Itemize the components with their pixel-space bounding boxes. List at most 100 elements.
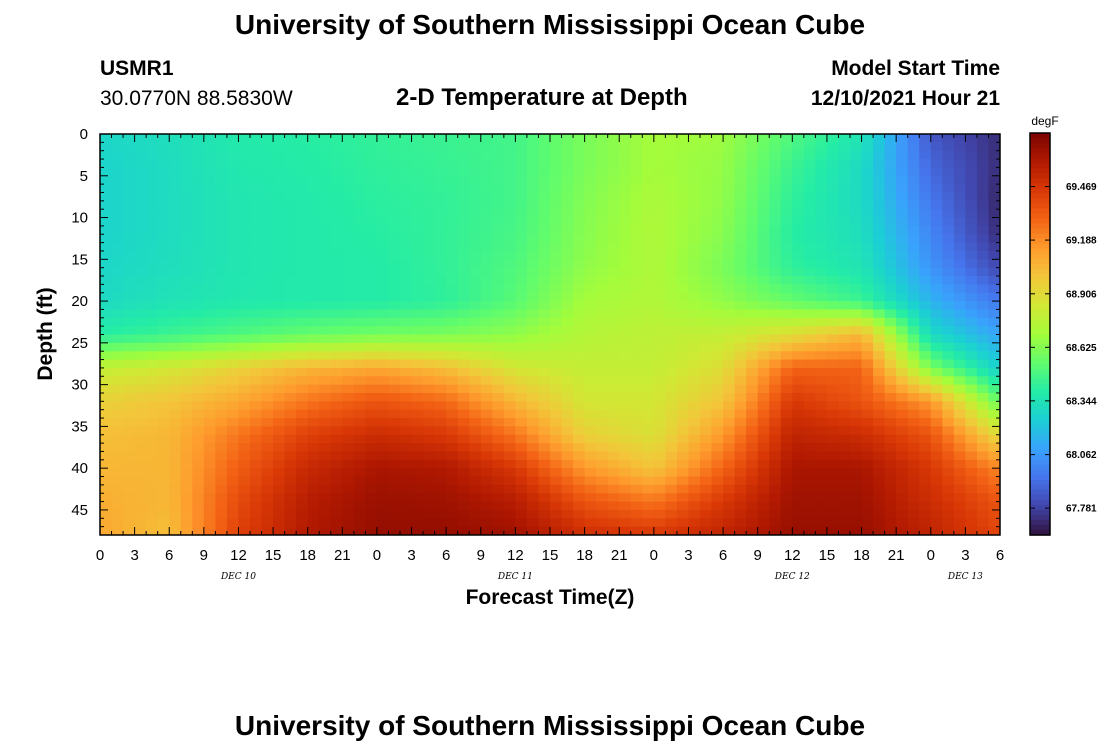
heatmap-cell (261, 175, 274, 185)
heatmap-cell (469, 468, 482, 478)
heatmap-cell (907, 367, 920, 377)
heatmap-cell (146, 443, 159, 453)
heatmap-cell (988, 501, 1000, 511)
colorbar-segment (1030, 349, 1050, 355)
heatmap-cell (400, 476, 413, 486)
heatmap-cell (850, 342, 863, 352)
heatmap-cell (192, 392, 205, 402)
heatmap-cell (873, 392, 886, 402)
heatmap-cell (896, 326, 909, 336)
heatmap-cell (434, 159, 447, 169)
heatmap-cell (607, 317, 620, 327)
heatmap-cell (226, 509, 240, 519)
heatmap-cell (388, 334, 401, 344)
heatmap-cell (492, 426, 505, 436)
heatmap-cell (146, 384, 159, 394)
heatmap-cell (480, 259, 493, 269)
heatmap-cell (123, 501, 136, 511)
heatmap-cell (757, 434, 770, 444)
heatmap-cell (573, 292, 586, 302)
heatmap-cell (284, 217, 297, 227)
heatmap-cell (550, 184, 563, 194)
heatmap-cell (665, 259, 678, 269)
heatmap-cell (930, 434, 943, 444)
heatmap-cell (873, 384, 886, 394)
heatmap-cell (642, 284, 655, 294)
heatmap-cell (353, 284, 366, 294)
colorbar-segment (1030, 404, 1050, 410)
heatmap-cell (815, 200, 828, 210)
heatmap-cell (746, 267, 759, 277)
heatmap-cell (573, 326, 586, 336)
heatmap-cell (711, 192, 724, 202)
heatmap-cell (423, 317, 436, 327)
heatmap-cell (492, 351, 505, 361)
heatmap-cell (365, 518, 378, 528)
heatmap-cell (884, 484, 897, 494)
heatmap-cell (319, 200, 332, 210)
heatmap-cell (307, 225, 320, 235)
heatmap-cell (861, 192, 874, 202)
heatmap-cell (226, 434, 240, 444)
heatmap-cell (942, 509, 955, 519)
heatmap-cell (976, 376, 990, 386)
heatmap-cell (573, 142, 586, 152)
heatmap-cell (226, 376, 240, 386)
heatmap-cell (988, 518, 1000, 528)
heatmap-cell (584, 526, 597, 535)
heatmap-cell (123, 409, 136, 419)
heatmap-cell (723, 234, 736, 244)
heatmap-cell (307, 493, 320, 503)
heatmap-cell (953, 351, 966, 361)
heatmap-cell (296, 451, 309, 461)
heatmap-cell (619, 150, 632, 160)
heatmap-cell (388, 225, 401, 235)
heatmap-cell (342, 167, 355, 177)
heatmap-cell (526, 426, 540, 436)
heatmap-cell (642, 175, 655, 185)
heatmap-cell (780, 326, 793, 336)
heatmap-cell (515, 209, 528, 219)
heatmap-cell (780, 301, 793, 311)
heatmap-cell (757, 401, 770, 411)
heatmap-cell (238, 209, 251, 219)
heatmap-cell (261, 192, 274, 202)
heatmap-cell (930, 351, 943, 361)
heatmap-cell (111, 200, 124, 210)
heatmap-cell (596, 342, 609, 352)
heatmap-cell (988, 167, 1000, 177)
heatmap-cell (965, 493, 978, 503)
heatmap-cell (250, 142, 263, 152)
heatmap-cell (446, 418, 459, 427)
heatmap-cell (930, 150, 943, 160)
heatmap-cell (861, 434, 874, 444)
heatmap-cell (873, 434, 886, 444)
heatmap-cell (307, 418, 320, 427)
heatmap-cell (988, 301, 1000, 311)
heatmap-cell (134, 376, 147, 386)
heatmap-cell (134, 259, 147, 269)
heatmap-cell (723, 451, 736, 461)
heatmap-cell (873, 476, 886, 486)
heatmap-cell (192, 225, 205, 235)
heatmap-cell (665, 392, 678, 402)
heatmap-cell (653, 418, 666, 427)
heatmap-cell (584, 301, 597, 311)
colorbar: 69.46969.18868.90668.62568.34468.06267.7… (1029, 132, 1097, 536)
heatmap-cell (215, 518, 228, 528)
heatmap-cell (376, 167, 390, 177)
heatmap-cell (700, 150, 713, 160)
heatmap-cell (688, 518, 701, 528)
heatmap-cell (469, 484, 482, 494)
colorbar-segment (1030, 459, 1050, 466)
heatmap-cell (619, 317, 632, 327)
heatmap-cell (250, 209, 263, 219)
heatmap-cell (492, 459, 505, 469)
colorbar-segment (1030, 253, 1050, 260)
heatmap-cell (365, 401, 378, 411)
heatmap-cell (284, 292, 297, 302)
heatmap-cell (561, 326, 574, 336)
heatmap-cell (873, 443, 886, 453)
heatmap-cell (850, 326, 863, 336)
heatmap-cell (919, 401, 932, 411)
